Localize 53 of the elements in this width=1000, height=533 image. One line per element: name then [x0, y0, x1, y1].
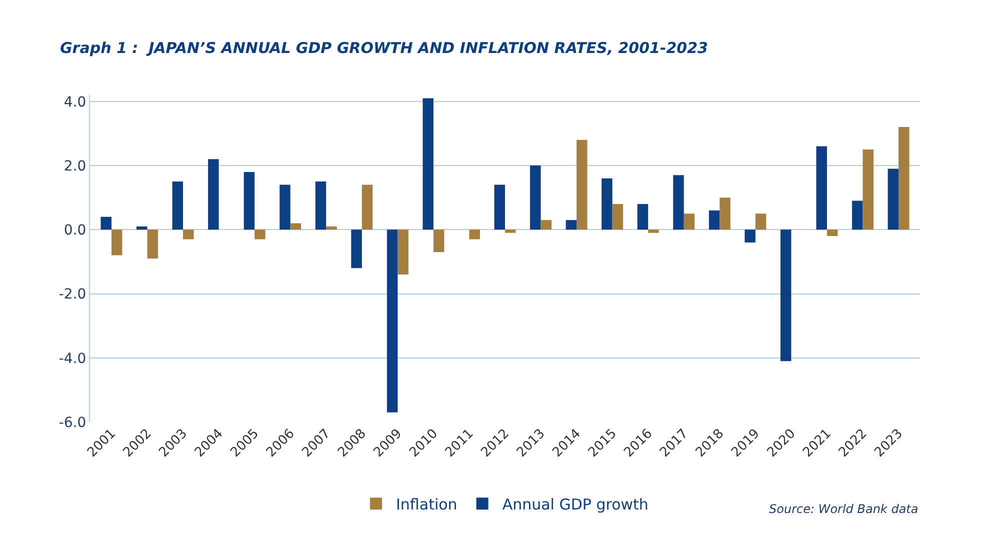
bar [362, 184, 373, 230]
bar [183, 230, 194, 240]
bar [147, 230, 158, 258]
bar [862, 150, 874, 230]
bar [172, 182, 184, 230]
chart-title: Graph 1 : JAPAN’S ANNUAL GDP GROWTH AND INFLATION RATES, 2001-2023 [60, 39, 708, 58]
bar [326, 226, 337, 230]
bar [111, 230, 122, 256]
y-tick-label: 2.0 [64, 158, 86, 174]
bar [898, 127, 910, 230]
bar [755, 214, 766, 230]
bar [530, 166, 541, 230]
bar [100, 216, 112, 230]
bar [780, 230, 792, 362]
legend-label: Annual GDP growth [502, 496, 648, 514]
bar [280, 184, 290, 230]
bar [637, 204, 648, 230]
bar [290, 223, 302, 230]
bar [826, 230, 838, 236]
bar [708, 210, 720, 230]
bar [208, 159, 219, 230]
bar [602, 178, 612, 230]
bar [612, 204, 624, 230]
bar [566, 220, 577, 230]
bar [888, 168, 899, 230]
bar [386, 230, 398, 412]
bar [422, 98, 434, 230]
bar [648, 230, 659, 233]
bar [673, 175, 684, 230]
bar [254, 230, 266, 240]
bar [720, 198, 730, 230]
source-note: Source: World Bank data [769, 502, 918, 516]
bar [505, 230, 516, 233]
bar [744, 230, 756, 242]
bar [852, 200, 863, 230]
y-tick-label: -2.0 [58, 286, 86, 303]
y-tick-label: -4.0 [58, 350, 86, 367]
y-tick-label: 4.0 [64, 94, 86, 110]
bar [244, 172, 255, 230]
bar [351, 230, 362, 268]
legend-label: Inflation [396, 496, 458, 514]
bar [433, 230, 444, 252]
bar [540, 220, 552, 230]
bar [684, 214, 695, 230]
y-tick-label: -6.0 [58, 414, 86, 431]
y-tick-label: 0.0 [64, 222, 86, 239]
bar [816, 146, 827, 230]
bar [494, 184, 505, 230]
bar [136, 226, 148, 230]
bar [469, 230, 480, 240]
bar [315, 182, 326, 230]
bar [398, 230, 408, 275]
bar [576, 140, 588, 230]
